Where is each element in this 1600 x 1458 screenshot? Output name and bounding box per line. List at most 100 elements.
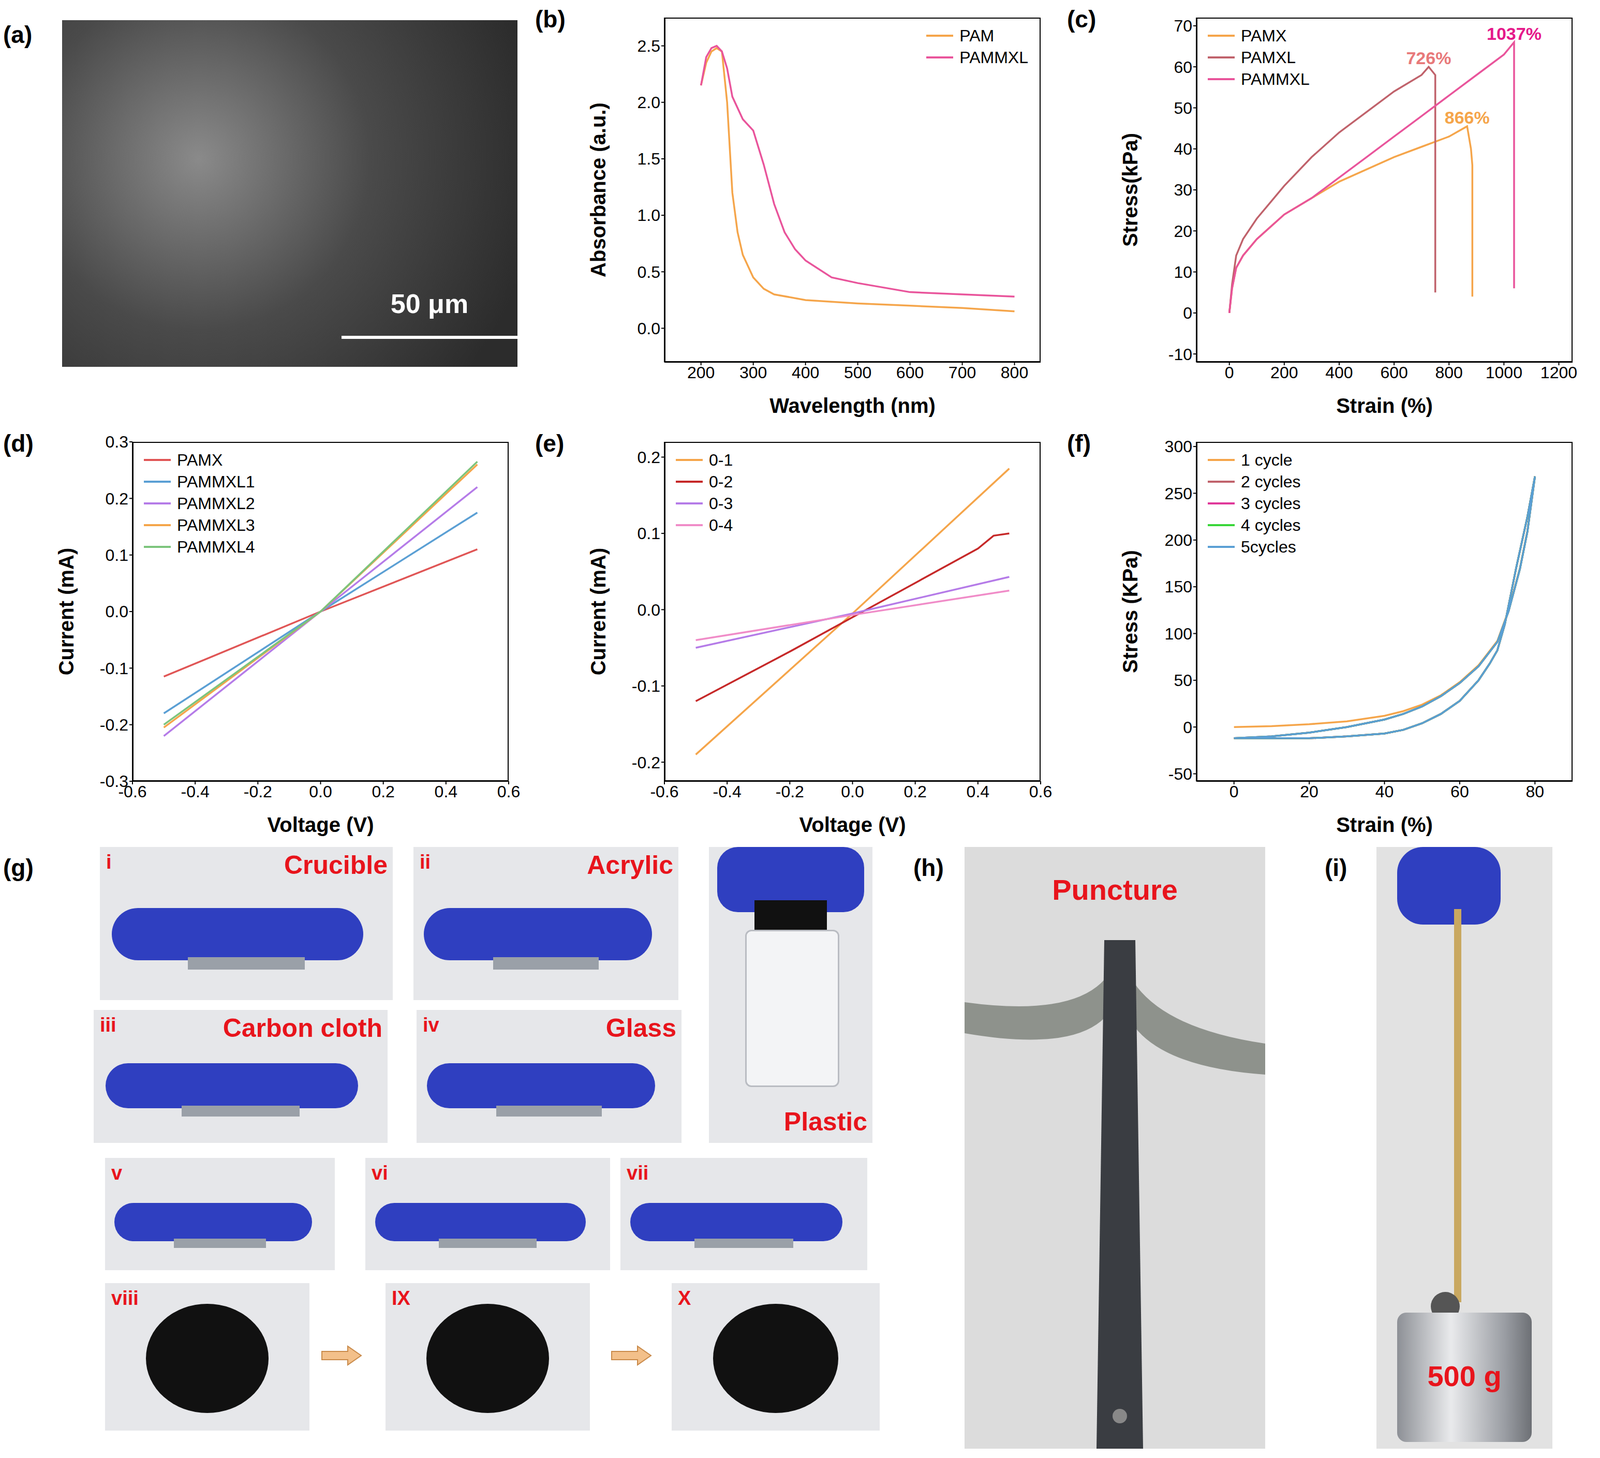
svg-text:-0.3: -0.3: [99, 772, 129, 791]
html-text:(i): (i): [1324, 854, 1348, 882]
svg-text:200: 200: [1270, 363, 1298, 382]
html-text:Current (mA): Current (mA): [586, 547, 610, 676]
svg-text:0.4: 0.4: [966, 782, 990, 802]
svg-text:400: 400: [791, 363, 820, 382]
svg-text:-0.4: -0.4: [713, 782, 742, 802]
svg-text:40: 40: [1375, 782, 1395, 802]
html-text:(g): (g): [3, 854, 34, 882]
svg-text:250: 250: [1164, 484, 1193, 503]
svg-text:10: 10: [1173, 262, 1193, 282]
svg-text:50: 50: [1173, 671, 1193, 690]
svg-text:0: 0: [1224, 363, 1235, 382]
svg-text:60: 60: [1173, 57, 1193, 77]
svg-text:40: 40: [1173, 139, 1193, 159]
svg-text:0.2: 0.2: [903, 782, 927, 802]
svg-text:600: 600: [896, 363, 924, 382]
svg-text:100: 100: [1164, 624, 1193, 644]
html-text:Plastic: Plastic: [783, 1107, 868, 1137]
svg-text:726%: 726%: [1405, 48, 1451, 68]
svg-text:1.5: 1.5: [637, 149, 661, 169]
svg-text:70: 70: [1173, 16, 1193, 36]
html-text:(e): (e): [535, 430, 565, 457]
html-text:Puncture: Puncture: [1052, 873, 1178, 907]
svg-text:80: 80: [1526, 782, 1545, 802]
svg-text:-0.1: -0.1: [99, 659, 129, 678]
html-text:Acrylic: Acrylic: [586, 850, 674, 880]
html-text:Stress(kPa): Stress(kPa): [1118, 132, 1142, 247]
svg-text:200: 200: [1164, 530, 1193, 550]
svg-text:20: 20: [1299, 782, 1319, 802]
svg-text:0.6: 0.6: [1029, 782, 1053, 802]
svg-text:0.4: 0.4: [434, 782, 458, 802]
svg-text:-0.2: -0.2: [99, 715, 129, 735]
svg-text:-0.1: -0.1: [631, 676, 661, 696]
svg-text:60: 60: [1450, 782, 1470, 802]
svg-text:1037%: 1037%: [1486, 23, 1542, 44]
svg-text:-0.2: -0.2: [243, 782, 273, 802]
html-text:Voltage (V): Voltage (V): [267, 813, 374, 837]
svg-text:30: 30: [1173, 180, 1193, 200]
svg-text:0.1: 0.1: [105, 545, 129, 565]
svg-text:2.5: 2.5: [637, 36, 661, 56]
svg-text:50: 50: [1173, 98, 1193, 118]
svg-text:500: 500: [843, 363, 872, 382]
html-text:Crucible: Crucible: [284, 850, 388, 880]
svg-text:1200: 1200: [1540, 363, 1578, 382]
svg-text:0.2: 0.2: [371, 782, 395, 802]
html-text:Strain (%): Strain (%): [1336, 813, 1433, 837]
html-text:PAMMXL: PAMMXL: [959, 47, 1029, 67]
svg-text:-50: -50: [1168, 764, 1193, 784]
svg-text:0.0: 0.0: [840, 782, 864, 802]
html-text:(h): (h): [913, 854, 944, 882]
svg-text:0: 0: [1182, 718, 1193, 737]
html-text:vii: vii: [626, 1162, 649, 1184]
svg-text:0.5: 0.5: [637, 262, 661, 282]
svg-text:0.0: 0.0: [637, 600, 661, 620]
svg-text:866%: 866%: [1444, 107, 1490, 128]
svg-text:1000: 1000: [1485, 363, 1523, 382]
html-text:(b): (b): [535, 5, 566, 33]
svg-text:0: 0: [1182, 303, 1193, 323]
html-text:Wavelength (nm): Wavelength (nm): [769, 394, 936, 418]
svg-text:600: 600: [1380, 363, 1408, 382]
html-text:500 g: 500 g: [1427, 1359, 1502, 1393]
html-text:Voltage (V): Voltage (V): [799, 813, 906, 837]
svg-text:-0.2: -0.2: [631, 753, 661, 773]
svg-text:0.2: 0.2: [637, 448, 661, 467]
svg-text:-10: -10: [1168, 345, 1193, 364]
svg-text:-0.2: -0.2: [775, 782, 805, 802]
html-text:(a): (a): [3, 21, 33, 49]
svg-text:0.0: 0.0: [105, 602, 129, 621]
html-text:(c): (c): [1067, 5, 1097, 33]
svg-text:300: 300: [1164, 437, 1193, 456]
svg-text:20: 20: [1173, 221, 1193, 241]
svg-text:2.0: 2.0: [637, 93, 661, 112]
svg-text:300: 300: [739, 363, 767, 382]
svg-text:200: 200: [687, 363, 715, 382]
svg-text:700: 700: [948, 363, 976, 382]
html-text:Absorbance (a.u.): Absorbance (a.u.): [586, 102, 610, 278]
svg-text:400: 400: [1325, 363, 1353, 382]
svg-text:150: 150: [1164, 577, 1193, 597]
svg-text:0.0: 0.0: [308, 782, 332, 802]
svg-text:-0.6: -0.6: [649, 782, 679, 802]
html-text:Carbon cloth: Carbon cloth: [222, 1013, 383, 1043]
html-text:50 μm: 50 μm: [390, 288, 469, 319]
svg-text:0: 0: [1229, 782, 1239, 802]
svg-text:-0.4: -0.4: [181, 782, 210, 802]
svg-text:0.2: 0.2: [105, 489, 129, 509]
html-text:Glass: Glass: [605, 1013, 677, 1043]
svg-text:0.0: 0.0: [637, 319, 661, 338]
html-text:Strain (%): Strain (%): [1336, 394, 1433, 418]
html-text:(d): (d): [3, 430, 34, 457]
html-text:Current (mA): Current (mA): [54, 547, 78, 676]
svg-text:800: 800: [1000, 363, 1029, 382]
svg-text:1.0: 1.0: [637, 205, 661, 225]
svg-text:0.3: 0.3: [105, 432, 129, 452]
html-text:Stress (KPa): Stress (KPa): [1118, 550, 1142, 674]
html-text:viii: viii: [111, 1287, 139, 1310]
svg-text:0.6: 0.6: [497, 782, 521, 802]
svg-text:800: 800: [1435, 363, 1463, 382]
svg-text:0.1: 0.1: [637, 524, 661, 543]
html-text:(f): (f): [1067, 430, 1091, 457]
